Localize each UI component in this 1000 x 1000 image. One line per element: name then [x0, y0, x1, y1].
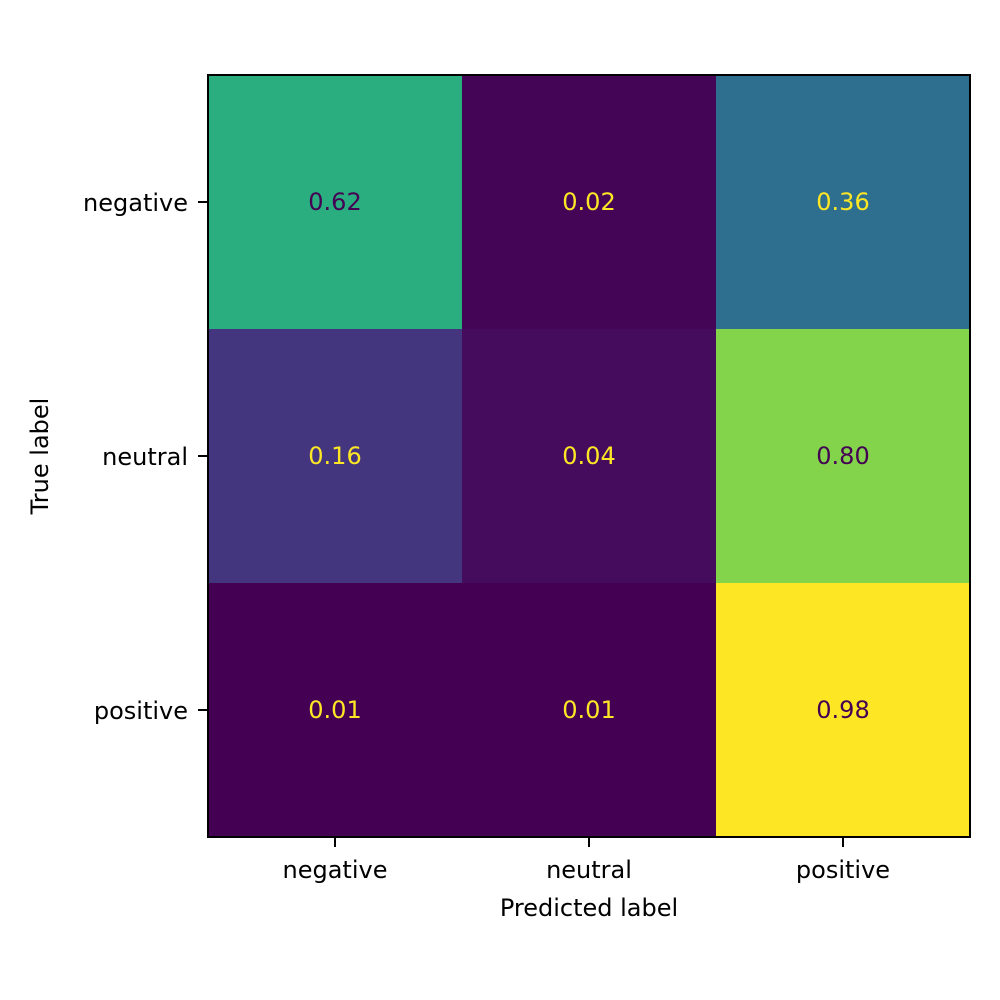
x-axis-ticks: negative neutral positive	[283, 837, 890, 884]
cell-value-label: 0.98	[816, 696, 869, 724]
heatmap-cell-negative-negative	[208, 75, 463, 330]
cell-value-label: 0.16	[308, 442, 361, 470]
cell-value-label: 0.02	[562, 188, 615, 216]
heatmap-cell-positive-negative	[208, 583, 463, 838]
heatmap-cells	[208, 75, 971, 838]
heatmap-cell-positive-positive	[716, 583, 971, 838]
y-tick-label: negative	[83, 189, 188, 217]
cell-value-label: 0.80	[816, 442, 869, 470]
y-axis-label: True label	[26, 398, 54, 516]
heatmap-cell-negative-neutral	[462, 75, 717, 330]
heatmap-cell-positive-neutral	[462, 583, 717, 838]
y-tick-label: positive	[94, 697, 188, 725]
cell-value-label: 0.04	[562, 442, 615, 470]
heatmap-cell-neutral-neutral	[462, 329, 717, 584]
heatmap-cell-neutral-negative	[208, 329, 463, 584]
y-axis-ticks: negative neutral positive	[83, 189, 208, 725]
cell-value-label: 0.01	[308, 696, 361, 724]
cell-value-label: 0.62	[308, 188, 361, 216]
heatmap-cell-negative-positive	[716, 75, 971, 330]
x-axis-label: Predicted label	[500, 894, 678, 922]
cell-value-label: 0.01	[562, 696, 615, 724]
x-tick-label: positive	[796, 856, 890, 884]
cell-value-label: 0.36	[816, 188, 869, 216]
x-tick-label: negative	[283, 856, 388, 884]
x-tick-label: neutral	[546, 856, 632, 884]
heatmap-cell-labels: 0.62 0.02 0.36 0.16 0.04 0.80 0.01 0.01 0.98	[308, 188, 869, 724]
heatmap-cell-neutral-positive	[716, 329, 971, 584]
y-tick-label: neutral	[102, 443, 188, 471]
